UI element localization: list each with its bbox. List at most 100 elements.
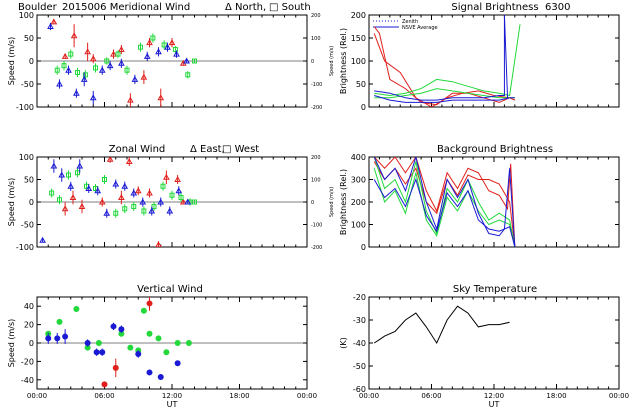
- data-point: [125, 157, 133, 164]
- y-tick-label: -50: [353, 362, 366, 371]
- y-axis-label: Brightness (Rel.): [339, 28, 348, 94]
- data-point: [56, 80, 63, 87]
- legend-entry: Δ North,: [225, 2, 266, 13]
- y-tick-label: 50: [24, 176, 34, 185]
- chart-subtitle: 6300: [545, 2, 570, 13]
- y-tick-label: 0: [361, 103, 366, 112]
- data-point: [54, 67, 60, 73]
- data-point: [183, 57, 190, 64]
- x-tick-label: 12:00: [162, 392, 182, 400]
- data-point: [93, 349, 100, 356]
- data-point: [118, 193, 125, 200]
- data-point: [192, 58, 197, 64]
- data-point: [134, 187, 142, 194]
- data-point: [65, 66, 72, 73]
- y-tick-label: 0: [29, 339, 34, 348]
- data-point: [139, 198, 147, 205]
- data-point: [179, 198, 187, 205]
- x-tick-label: 00:00: [609, 392, 629, 400]
- chart-skytemp: Sky Temperature -60 -50 -40 -30 -20 (K) 00:00 06…: [339, 284, 629, 409]
- series-line: [373, 168, 516, 247]
- data-point: [80, 75, 88, 82]
- data-point: [121, 182, 129, 189]
- data-point: [78, 202, 86, 209]
- y-right-tick-label: -200: [311, 245, 322, 251]
- legend-entry: Δ East,: [190, 144, 225, 155]
- y-axis-label: Speed (m/s): [7, 319, 16, 368]
- data-point: [106, 62, 114, 69]
- data-point: [146, 39, 153, 46]
- data-point: [118, 330, 125, 337]
- y-tick-label: 50: [356, 80, 366, 89]
- data-point: [163, 349, 170, 356]
- data-point: [98, 198, 106, 205]
- data-point: [169, 192, 175, 198]
- data-point: [67, 182, 75, 189]
- x-tick-label: 00:00: [359, 392, 379, 400]
- data-point: [146, 300, 153, 307]
- data-point: [122, 206, 128, 212]
- data-point: [45, 335, 52, 342]
- legend-entry: NSVE Average: [402, 25, 438, 31]
- data-point: [85, 184, 93, 191]
- x-tick-label: 12:00: [484, 392, 504, 400]
- data-point: [127, 96, 134, 103]
- series-line: [373, 177, 516, 247]
- data-point: [99, 349, 106, 356]
- y-tick-label: 100: [19, 11, 34, 20]
- y-tick-label: 400: [351, 153, 366, 162]
- data-point: [155, 335, 162, 342]
- data-point: [54, 335, 61, 342]
- data-point: [106, 157, 114, 162]
- data-point: [174, 340, 181, 346]
- data-point: [146, 189, 153, 196]
- y-tick-label: 200: [351, 11, 366, 20]
- data-point: [141, 208, 147, 214]
- data-point: [185, 340, 192, 346]
- data-point: [84, 48, 91, 55]
- data-point: [103, 209, 111, 216]
- x-tick-label: 06:00: [421, 392, 441, 400]
- data-point: [89, 55, 97, 62]
- y-tick-label: -30: [353, 316, 366, 325]
- x-axis-label: UT: [167, 400, 178, 409]
- chart-background: Background Brightness 0 100 200 300 400Bright…: [339, 144, 620, 252]
- data-point: [84, 340, 91, 346]
- data-point: [168, 39, 176, 46]
- y-tick-label: -50: [21, 80, 34, 89]
- data-point: [82, 72, 88, 78]
- date-label: 2015006: [62, 2, 107, 13]
- data-point: [160, 183, 166, 189]
- data-point: [143, 52, 151, 59]
- data-point: [113, 210, 119, 216]
- chart-title: Zonal Wind: [109, 144, 166, 155]
- legend-entry: □ West: [222, 144, 259, 155]
- plot-frame: [368, 296, 620, 390]
- data-point: [61, 52, 69, 59]
- y-tick-label: 0: [29, 57, 34, 66]
- y-right-tick-label: 100: [311, 36, 321, 42]
- x-tick-label: 00:00: [297, 392, 317, 400]
- y-tick-label: -50: [21, 221, 34, 230]
- y-tick-label: -100: [16, 243, 34, 252]
- data-point: [73, 305, 80, 312]
- data-point: [47, 22, 54, 29]
- data-point: [110, 323, 117, 330]
- data-point: [110, 50, 117, 57]
- y-right-axis-label: Speed (m/s): [329, 46, 335, 76]
- data-point: [166, 207, 174, 214]
- data-point: [155, 48, 162, 55]
- data-point: [50, 18, 58, 25]
- y-tick-label: 100: [19, 153, 34, 162]
- data-point: [127, 344, 134, 351]
- data-point: [146, 369, 153, 376]
- data-point: [155, 241, 162, 247]
- data-point: [157, 198, 165, 205]
- y-tick-label: 150: [351, 34, 366, 43]
- data-point: [124, 67, 130, 73]
- series-line: [374, 15, 509, 101]
- x-tick-label: 18:00: [229, 392, 249, 400]
- data-point: [118, 59, 125, 66]
- y-tick-label: 200: [351, 198, 366, 207]
